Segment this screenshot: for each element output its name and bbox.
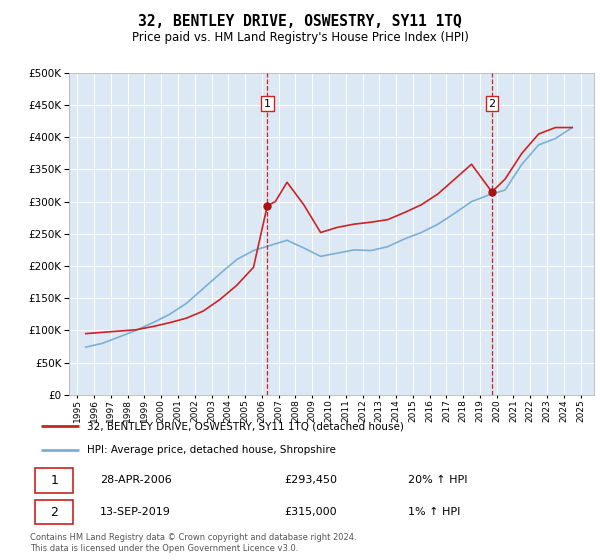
Text: 20% ↑ HPI: 20% ↑ HPI [408,475,467,485]
FancyBboxPatch shape [35,468,73,493]
Text: Price paid vs. HM Land Registry's House Price Index (HPI): Price paid vs. HM Land Registry's House … [131,31,469,44]
Text: 32, BENTLEY DRIVE, OSWESTRY, SY11 1TQ: 32, BENTLEY DRIVE, OSWESTRY, SY11 1TQ [138,14,462,29]
FancyBboxPatch shape [35,500,73,524]
Text: 1: 1 [264,99,271,109]
Text: £315,000: £315,000 [284,507,337,517]
Text: 1: 1 [50,474,58,487]
Text: 13-SEP-2019: 13-SEP-2019 [100,507,171,517]
Text: Contains HM Land Registry data © Crown copyright and database right 2024.
This d: Contains HM Land Registry data © Crown c… [30,533,356,553]
Text: 2: 2 [50,506,58,519]
Text: £293,450: £293,450 [284,475,337,485]
Text: 1% ↑ HPI: 1% ↑ HPI [408,507,460,517]
Text: 2: 2 [488,99,496,109]
Text: 32, BENTLEY DRIVE, OSWESTRY, SY11 1TQ (detached house): 32, BENTLEY DRIVE, OSWESTRY, SY11 1TQ (d… [86,421,404,431]
Text: HPI: Average price, detached house, Shropshire: HPI: Average price, detached house, Shro… [86,445,335,455]
Text: 28-APR-2006: 28-APR-2006 [100,475,172,485]
